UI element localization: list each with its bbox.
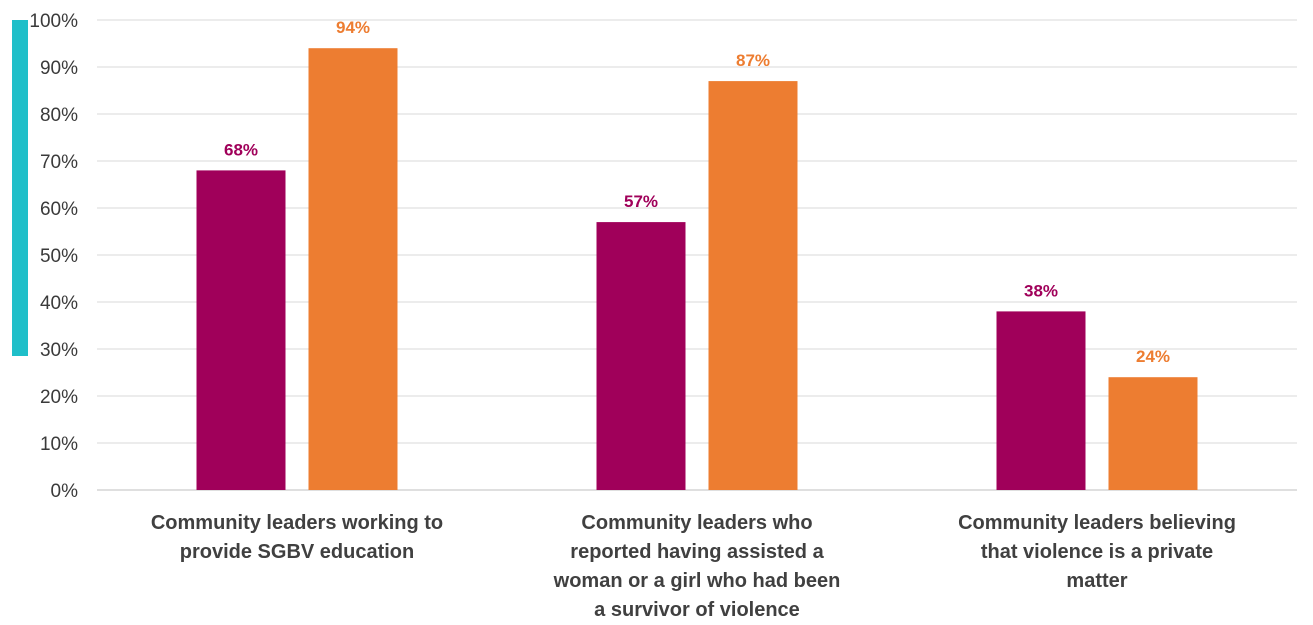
x-category-label: woman or a girl who had been	[553, 570, 841, 592]
accent-bar	[12, 20, 28, 356]
bar-series-2	[708, 81, 798, 490]
y-tick-label: 100%	[29, 11, 78, 32]
y-tick-label: 60%	[40, 199, 78, 220]
bar-series-1	[196, 170, 286, 490]
data-label: 24%	[1136, 347, 1170, 366]
gridlines	[97, 19, 1297, 491]
y-tick-label: 10%	[40, 434, 78, 455]
bars	[196, 48, 1198, 490]
x-category-label: Community leaders who	[581, 512, 812, 534]
data-labels: 68% 94% 57% 87% 38% 24%	[224, 18, 1170, 366]
data-label: 57%	[624, 192, 658, 211]
x-category-label: Community leaders believing	[958, 512, 1236, 534]
x-category-label: a survivor of violence	[594, 599, 800, 621]
y-tick-label: 30%	[40, 340, 78, 361]
x-category-label: matter	[1066, 570, 1127, 592]
data-label: 68%	[224, 140, 258, 159]
data-label: 38%	[1024, 281, 1058, 300]
y-tick-label: 80%	[40, 105, 78, 126]
bar-series-1	[596, 222, 686, 490]
data-label: 94%	[336, 18, 370, 37]
y-tick-label: 0%	[51, 481, 79, 502]
x-category-label: that violence is a private	[981, 541, 1213, 563]
y-tick-label: 20%	[40, 387, 78, 408]
y-axis-labels: 0% 10% 20% 30% 40% 50% 60% 70% 80% 90% 100%	[29, 11, 78, 502]
y-tick-label: 40%	[40, 293, 78, 314]
bar-series-2	[1108, 377, 1198, 490]
y-tick-label: 70%	[40, 152, 78, 173]
bar-series-2	[308, 48, 398, 490]
bar-series-1	[996, 311, 1086, 490]
x-category-label: reported having assisted a	[570, 541, 824, 563]
x-category-label: provide SGBV education	[180, 541, 414, 563]
data-label: 87%	[736, 51, 770, 70]
y-tick-label: 50%	[40, 246, 78, 267]
x-axis-labels: Community leaders working to provide SGBV…	[151, 512, 1236, 621]
x-category-label: Community leaders working to	[151, 512, 443, 534]
y-tick-label: 90%	[40, 58, 78, 79]
